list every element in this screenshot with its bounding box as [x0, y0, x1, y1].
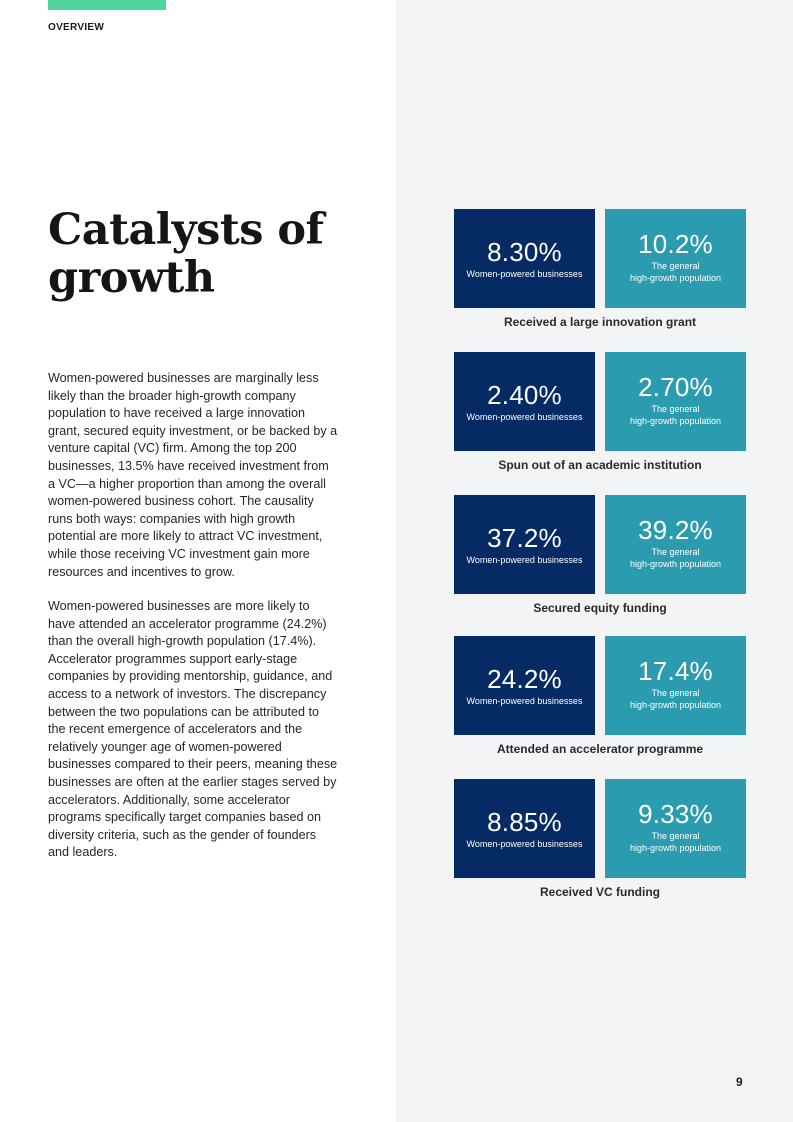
women-powered-value: 24.2% — [487, 663, 562, 694]
accent-bar — [48, 0, 166, 10]
stat-group-academic-spinout: 2.40% Women-powered businesses 2.70% The… — [454, 352, 746, 472]
women-powered-stat-box: 8.30% Women-powered businesses — [454, 209, 595, 308]
general-population-value: 17.4% — [638, 655, 713, 686]
stat-row: 8.85% Women-powered businesses 9.33% The… — [454, 779, 746, 878]
women-powered-label: Women-powered businesses — [466, 838, 583, 849]
general-population-value: 10.2% — [638, 228, 713, 259]
women-powered-stat-box: 24.2% Women-powered businesses — [454, 636, 595, 735]
general-population-stat-box: 2.70% The general high-growth population — [605, 352, 746, 451]
women-powered-stat-box: 37.2% Women-powered businesses — [454, 495, 595, 594]
stat-row: 24.2% Women-powered businesses 17.4% The… — [454, 636, 746, 735]
general-population-value: 39.2% — [638, 514, 713, 545]
stat-group-vc-funding: 8.85% Women-powered businesses 9.33% The… — [454, 779, 746, 899]
women-powered-stat-box: 2.40% Women-powered businesses — [454, 352, 595, 451]
women-powered-stat-box: 8.85% Women-powered businesses — [454, 779, 595, 878]
general-population-stat-box: 17.4% The general high-growth population — [605, 636, 746, 735]
stat-row: 2.40% Women-powered businesses 2.70% The… — [454, 352, 746, 451]
section-label: OVERVIEW — [48, 22, 105, 33]
women-powered-label: Women-powered businesses — [466, 268, 583, 279]
title-line-1: Catalysts of — [48, 205, 324, 255]
general-population-stat-box: 39.2% The general high-growth population — [605, 495, 746, 594]
general-population-label: The general high-growth population — [629, 403, 722, 426]
general-population-label: The general high-growth population — [629, 687, 722, 710]
stat-row: 37.2% Women-powered businesses 39.2% The… — [454, 495, 746, 594]
title-line-2: growth — [48, 253, 215, 303]
body-paragraph-1: Women-powered businesses are marginally … — [48, 371, 338, 579]
general-population-label: The general high-growth population — [629, 830, 722, 853]
women-powered-label: Women-powered businesses — [466, 554, 583, 565]
women-powered-label: Women-powered businesses — [466, 695, 583, 706]
stat-caption: Attended an accelerator programme — [496, 742, 704, 756]
body-paragraph-2: Women-powered businesses are more likely… — [48, 599, 338, 860]
general-population-stat-box: 10.2% The general high-growth population — [605, 209, 746, 308]
general-population-label: The general high-growth population — [629, 260, 722, 283]
stat-row: 8.30% Women-powered businesses 10.2% The… — [454, 209, 746, 308]
general-population-stat-box: 9.33% The general high-growth population — [605, 779, 746, 878]
women-powered-value: 37.2% — [487, 522, 562, 553]
stat-caption: Received VC funding — [539, 885, 661, 899]
stat-caption: Secured equity funding — [533, 601, 667, 615]
stat-group-accelerator: 24.2% Women-powered businesses 17.4% The… — [454, 636, 746, 756]
general-population-label: The general high-growth population — [629, 546, 722, 569]
women-powered-value: 2.40% — [487, 379, 562, 410]
women-powered-value: 8.85% — [487, 806, 562, 837]
women-powered-value: 8.30% — [487, 236, 562, 267]
stat-group-equity-funding: 37.2% Women-powered businesses 39.2% The… — [454, 495, 746, 615]
stat-group-innovation-grant: 8.30% Women-powered businesses 10.2% The… — [454, 209, 746, 329]
page-title: Catalysts of growth — [48, 206, 378, 302]
stat-caption: Spun out of an academic institution — [498, 458, 702, 472]
page-number: 9 — [736, 1075, 743, 1089]
general-population-value: 2.70% — [638, 371, 713, 402]
women-powered-label: Women-powered businesses — [466, 411, 583, 422]
stat-caption: Received a large innovation grant — [503, 315, 697, 329]
general-population-value: 9.33% — [638, 798, 713, 829]
